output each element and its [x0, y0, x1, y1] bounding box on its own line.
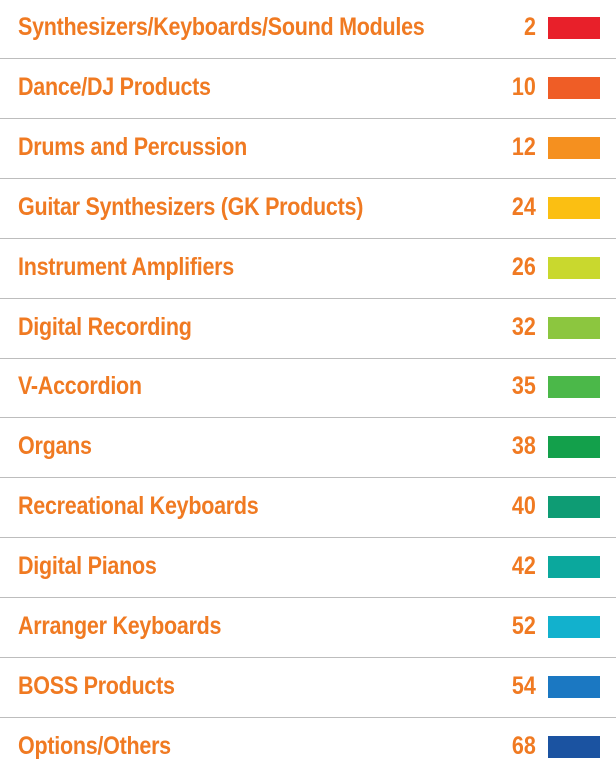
- color-tab: [548, 376, 600, 399]
- section-title: BOSS Products: [18, 671, 175, 700]
- contents-row: Recreational Keyboards 40: [0, 479, 616, 539]
- section-title: Instrument Amplifiers: [18, 252, 234, 281]
- page-number: 35: [512, 372, 536, 401]
- contents-row: BOSS Products 54: [0, 659, 616, 718]
- section-title: Dance/DJ Products: [18, 72, 211, 101]
- contents-row: Arranger Keyboards 52: [0, 599, 616, 658]
- page-number: 40: [512, 492, 536, 521]
- page-number: 38: [512, 432, 536, 461]
- section-title: Options/Others: [18, 731, 171, 760]
- section-title: Arranger Keyboards: [18, 612, 222, 640]
- contents-row: Options/Others 68: [0, 719, 616, 770]
- color-tab: [548, 316, 600, 339]
- page-number: 68: [512, 731, 536, 760]
- section-title: Synthesizers/Keyboards/Sound Modules: [18, 13, 425, 41]
- page-number: 12: [512, 132, 536, 161]
- page-number: 10: [512, 72, 536, 101]
- page-number: 32: [512, 312, 536, 341]
- color-tab: [548, 616, 600, 638]
- color-tab: [548, 196, 600, 219]
- page-number: 24: [512, 192, 536, 221]
- section-title: Digital Pianos: [18, 552, 157, 581]
- color-tab: [548, 436, 600, 459]
- section-title: Digital Recording: [18, 312, 192, 341]
- section-title: Drums and Percussion: [18, 132, 248, 161]
- contents-row: Drums and Percussion 12: [0, 120, 616, 179]
- color-tab: [548, 76, 600, 99]
- contents-row: Synthesizers/Keyboards/Sound Modules 2: [0, 0, 616, 59]
- contents-row: Instrument Amplifiers 26: [0, 240, 616, 299]
- color-tab: [548, 136, 600, 159]
- page-number: 42: [512, 552, 536, 581]
- contents-row: Dance/DJ Products 10: [0, 60, 616, 119]
- page-number: 2: [524, 13, 536, 41]
- page-number: 26: [512, 252, 536, 281]
- contents-row: V-Accordion 35: [0, 359, 616, 419]
- color-tab: [548, 735, 600, 758]
- section-title: V-Accordion: [18, 372, 142, 401]
- contents-row: Digital Pianos 42: [0, 539, 616, 599]
- section-title: Recreational Keyboards: [18, 492, 259, 521]
- contents-row: Organs 38: [0, 419, 616, 479]
- contents-row: Guitar Synthesizers (GK Products) 24: [0, 180, 616, 239]
- section-title: Guitar Synthesizers (GK Products): [18, 192, 364, 221]
- color-tab: [548, 675, 600, 698]
- contents-row: Digital Recording 32: [0, 300, 616, 359]
- page-number: 52: [512, 612, 536, 640]
- page-number: 54: [512, 671, 536, 700]
- color-tab: [548, 556, 600, 579]
- color-tab: [548, 17, 600, 39]
- color-tab: [548, 496, 600, 519]
- section-title: Organs: [18, 432, 92, 461]
- color-tab: [548, 256, 600, 279]
